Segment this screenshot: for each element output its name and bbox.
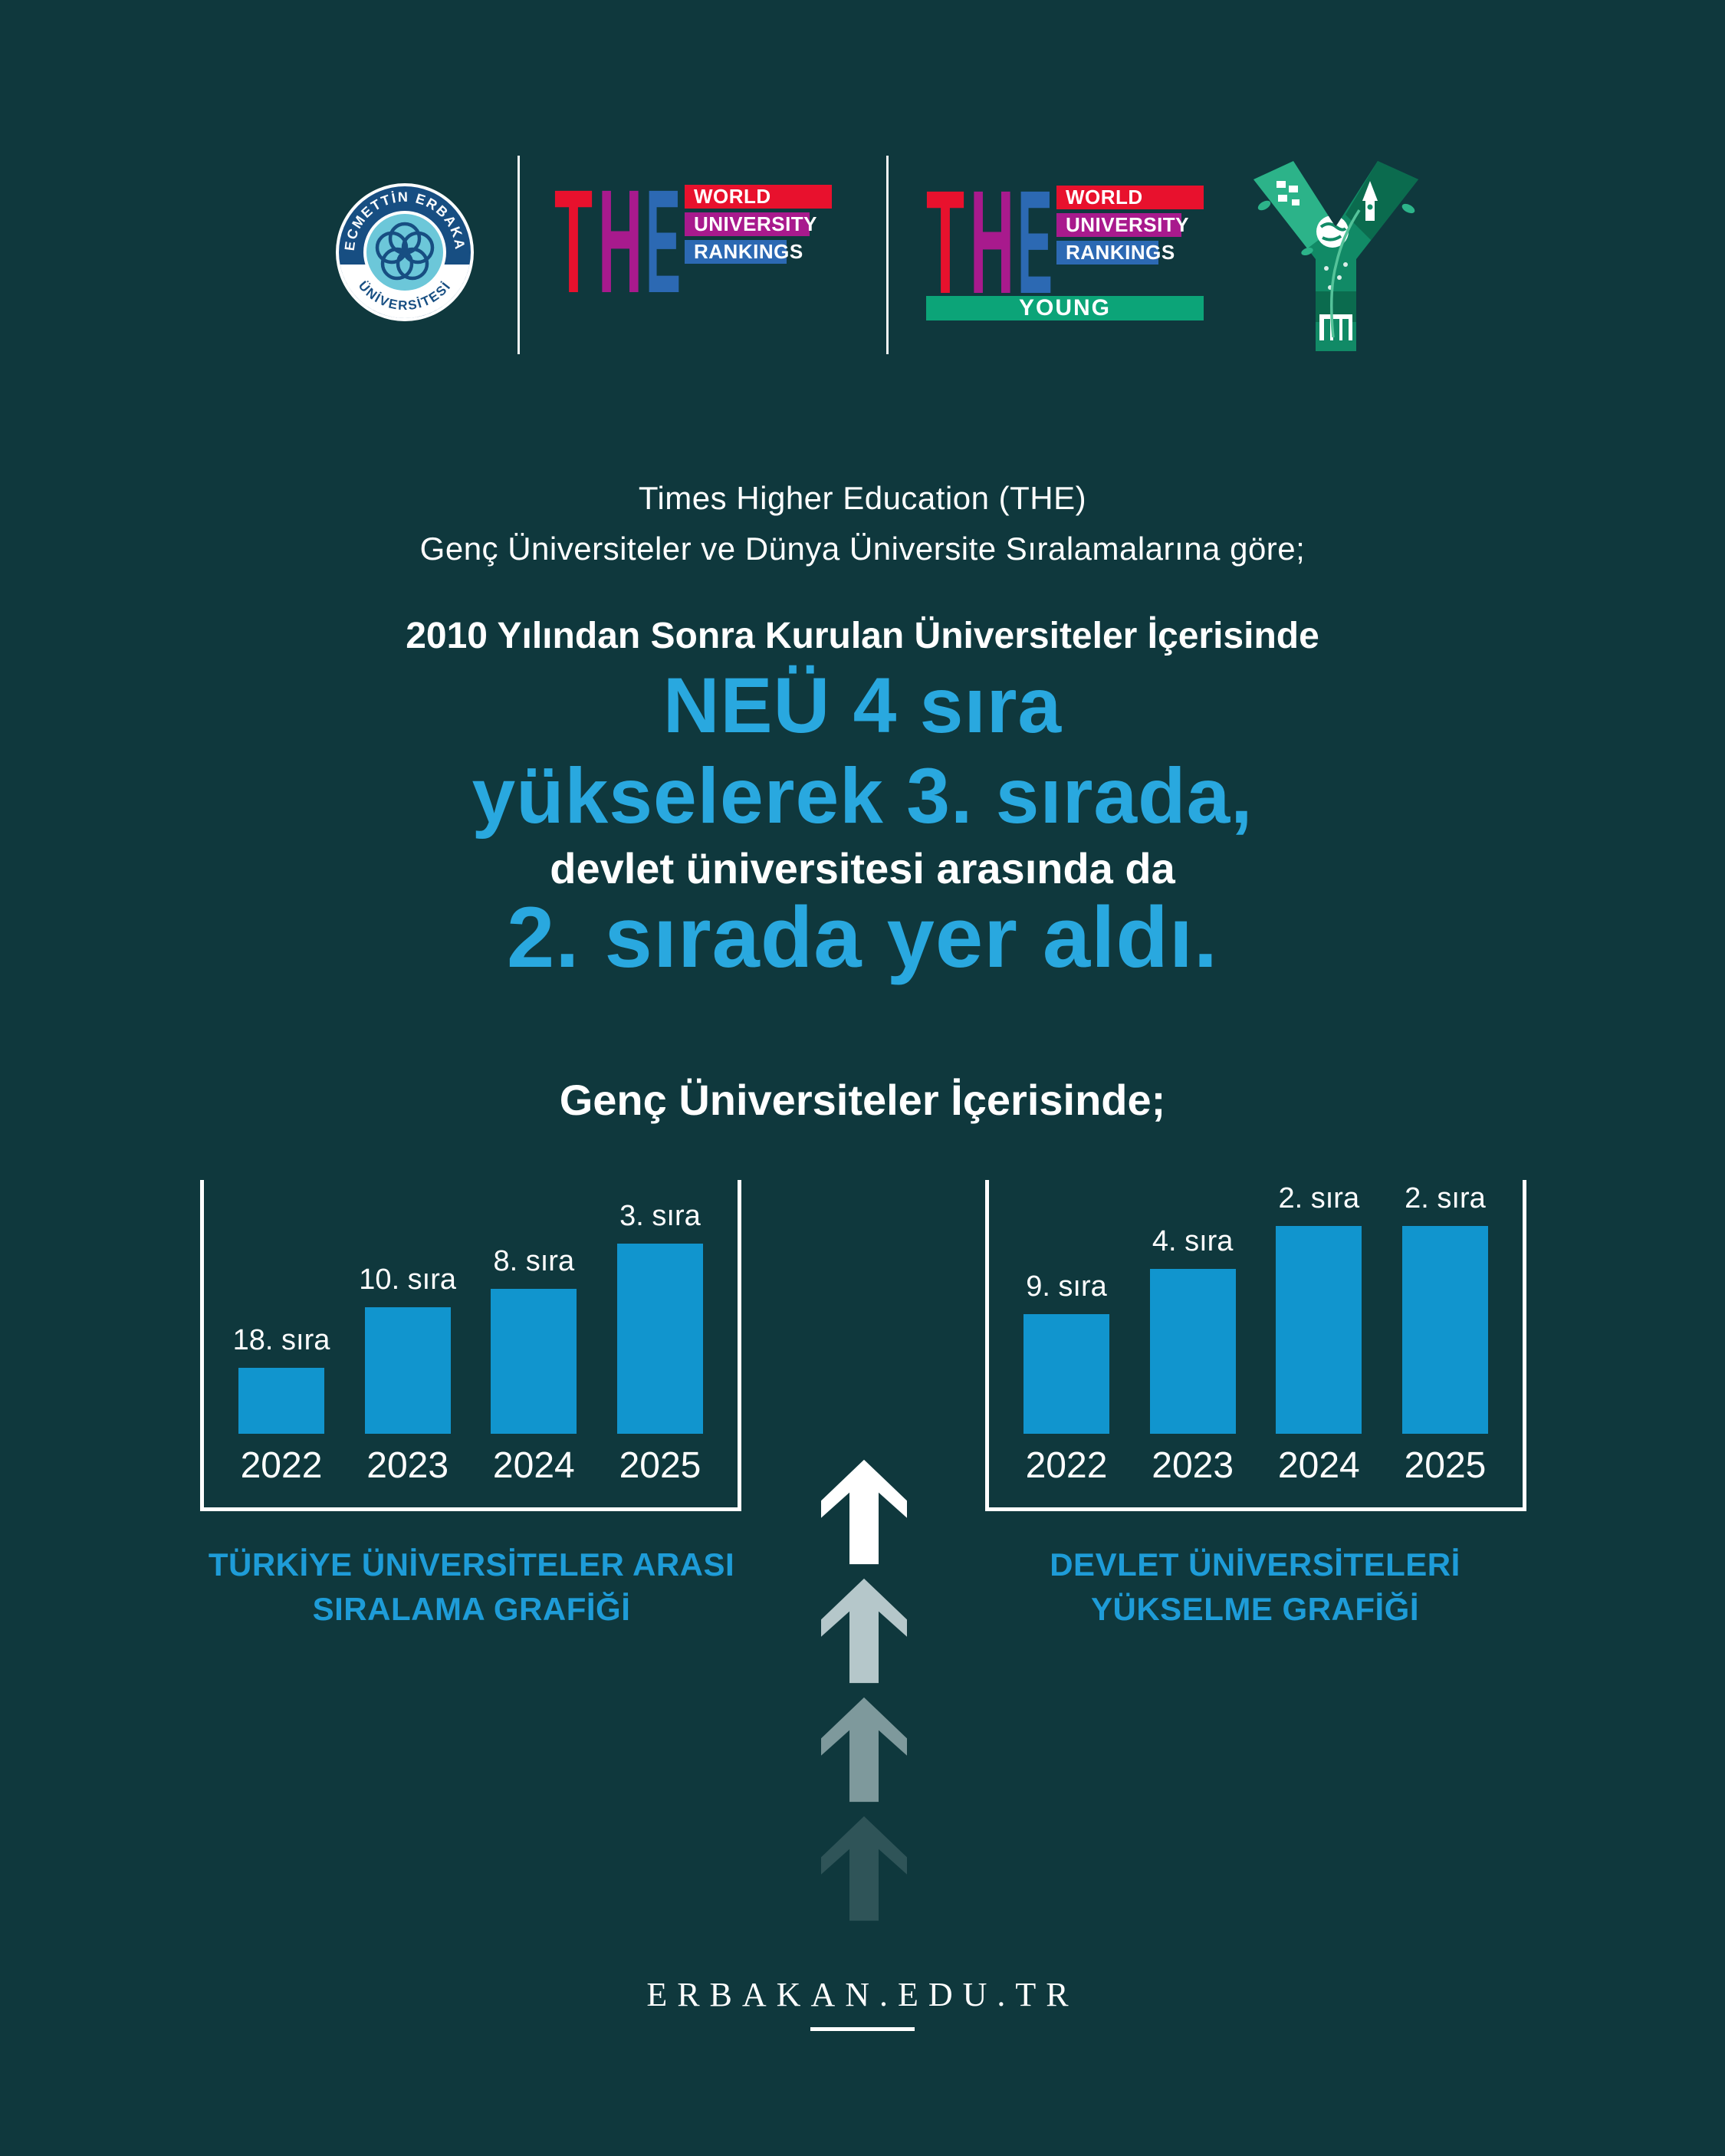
bar-column: 10. sıra <box>359 1180 456 1434</box>
the-letter-h: H <box>970 186 1014 293</box>
chart-year-axis: 2022 2023 2024 2025 <box>204 1444 738 1487</box>
logo-divider <box>518 156 520 354</box>
bar-value-label: 9. sıra <box>1026 1270 1107 1303</box>
bar-year-label: 2023 <box>1152 1445 1234 1486</box>
the-logo-word-bars: WORLD UNIVERSITY RANKINGS <box>685 185 832 264</box>
chart-caption-right: DEVLET ÜNİVERSİTELERİ YÜKSELME GRAFİĞİ <box>922 1543 1589 1632</box>
the-logo-word-university: UNIVERSITY <box>1056 213 1189 237</box>
bar <box>616 1243 703 1434</box>
bar-column: 3. sıra <box>616 1180 703 1434</box>
the-letter-h: H <box>598 185 642 292</box>
bar <box>1276 1225 1362 1434</box>
the-world-university-rankings-logo: T H E WORLD UNIVERSITY RANKINGS <box>554 185 832 292</box>
bar <box>1024 1314 1109 1434</box>
intro-line-3: 2010 Yılından Sonra Kurulan Üniversitele… <box>406 616 1319 656</box>
the-young-logo-top: T H E WORLD UNIVERSITY RANKINGS <box>926 186 1204 293</box>
logo-divider <box>886 156 889 354</box>
young-y-collage-graphic <box>1254 161 1418 351</box>
up-arrow-icon <box>821 1459 907 1565</box>
the-logo-word-world: WORLD <box>1056 186 1204 209</box>
bar-value-label: 3. sıra <box>619 1199 701 1232</box>
bar <box>1401 1225 1488 1434</box>
the-logo-word-rankings: RANKINGS <box>685 240 803 264</box>
caption-line: TÜRKİYE ÜNİVERSİTELER ARASI <box>208 1546 735 1582</box>
chart-turkiye-ranking: 18. sıra 10. sıra 8. sıra 3. sıra 2022 2023 2… <box>200 1180 741 1511</box>
seal-knot-emblem <box>375 222 435 281</box>
up-arrow-icon <box>821 1697 907 1803</box>
intro-line-2: Genç Üniversiteler ve Dünya Üniversite S… <box>419 531 1306 567</box>
bar <box>1149 1268 1236 1434</box>
bar-year-label: 2024 <box>492 1445 575 1486</box>
the-letter-t: T <box>926 186 964 293</box>
bar <box>364 1306 451 1434</box>
the-letter-e: E <box>646 185 681 292</box>
the-letter-t: T <box>554 185 593 292</box>
bar-year-label: 2025 <box>1404 1445 1487 1486</box>
bar-value-label: 18. sıra <box>232 1323 330 1356</box>
vine-stem <box>1330 209 1361 338</box>
bar-year-label: 2025 <box>619 1445 702 1486</box>
bar-column: 2. sıra <box>1276 1180 1362 1434</box>
the-logo-word-bars: WORLD UNIVERSITY RANKINGS <box>1056 186 1204 265</box>
bar-year-label: 2022 <box>1025 1445 1108 1486</box>
bar-value-label: 4. sıra <box>1152 1224 1234 1257</box>
the-young-rankings-logo: T H E WORLD UNIVERSITY RANKINGS YOUNG <box>926 186 1204 320</box>
the-letters: T H E <box>554 185 681 292</box>
chart-plot-area: 9. sıra 4. sıra 2. sıra 2. sıra <box>989 1180 1523 1434</box>
the-logo-word-world: WORLD <box>685 185 832 209</box>
section-title: Genç Üniversiteler İçerisinde; <box>559 1076 1166 1124</box>
chart-caption-left: TÜRKİYE ÜNİVERSİTELER ARASI SIRALAMA GRA… <box>138 1543 805 1632</box>
the-letters: T H E <box>926 186 1053 293</box>
caption-line: DEVLET ÜNİVERSİTELERİ <box>1050 1546 1460 1582</box>
chart-state-universities: 9. sıra 4. sıra 2. sıra 2. sıra 2022 2023 202… <box>985 1180 1526 1511</box>
headline-second-place: 2. sırada yer aldı. <box>507 889 1218 985</box>
up-arrow-icon <box>821 1816 907 1921</box>
bar-year-label: 2023 <box>366 1445 449 1486</box>
caption-line: SIRALAMA GRAFİĞİ <box>312 1590 631 1627</box>
bar-year-label: 2024 <box>1277 1445 1360 1486</box>
website-url: ERBAKAN.EDU.TR <box>646 1976 1079 2013</box>
young-tag-bar: YOUNG <box>926 296 1204 320</box>
campus-building-icon <box>1319 314 1352 340</box>
bar-column: 4. sıra <box>1149 1180 1236 1434</box>
headline-third-place: yükselerek 3. sırada, <box>472 752 1254 840</box>
bar-column: 9. sıra <box>1024 1180 1109 1434</box>
the-logo-word-university: UNIVERSITY <box>685 212 817 236</box>
university-seal-logo: NECMETTİN ERBAKAN ÜNİVERSİTESİ <box>335 182 474 321</box>
chart-plot-area: 18. sıra 10. sıra 8. sıra 3. sıra <box>204 1180 738 1434</box>
bar-value-label: 2. sıra <box>1278 1182 1360 1214</box>
intro-line-4: devlet üniversitesi arasında da <box>550 844 1175 892</box>
bar-column: 2. sıra <box>1401 1180 1488 1434</box>
bar-value-label: 10. sıra <box>359 1263 457 1296</box>
headline-neu-rise: NEÜ 4 sıra <box>662 662 1063 749</box>
bar-column: 18. sıra <box>233 1180 330 1434</box>
up-arrow-icon <box>821 1578 907 1684</box>
footer-underline <box>810 2027 915 2031</box>
bar-column: 8. sıra <box>491 1180 577 1434</box>
y-right-arm-shade <box>1346 161 1418 245</box>
bar-year-label: 2022 <box>240 1445 323 1486</box>
chart-year-axis: 2022 2023 2024 2025 <box>989 1444 1523 1487</box>
bar <box>491 1289 577 1434</box>
the-logo-word-rankings: RANKINGS <box>1056 241 1175 265</box>
y-left-arm-highlight <box>1254 161 1336 255</box>
bar <box>238 1367 324 1434</box>
rocket-icon <box>1362 181 1378 221</box>
bar-value-label: 8. sıra <box>493 1245 575 1278</box>
leaf-accents <box>1257 200 1415 256</box>
caption-line: YÜKSELME GRAFİĞİ <box>1090 1590 1420 1627</box>
building-windows-icon <box>1276 181 1300 205</box>
bar-value-label: 2. sıra <box>1405 1182 1486 1214</box>
intro-line-1: Times Higher Education (THE) <box>638 480 1087 516</box>
the-letter-e: E <box>1017 186 1053 293</box>
